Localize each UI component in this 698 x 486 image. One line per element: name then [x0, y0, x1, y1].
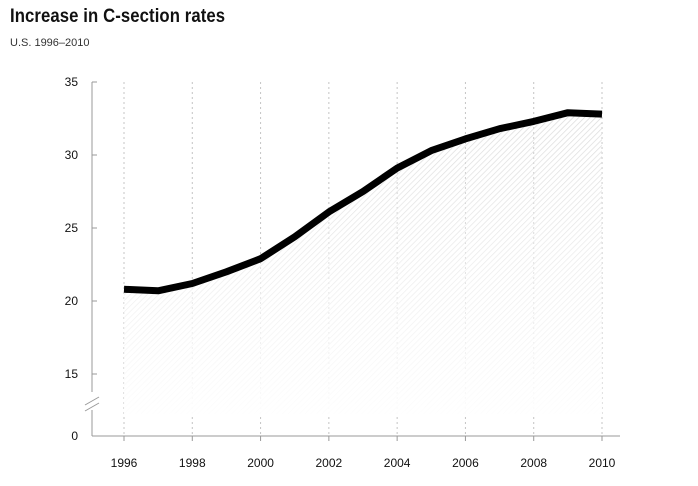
y-tick-label-25: 25: [65, 221, 79, 235]
x-tick-label-2004: 2004: [384, 456, 411, 470]
x-tick-label-2002: 2002: [316, 456, 343, 470]
y-tick-label-0: 0: [71, 429, 78, 443]
y-tick-label-30: 30: [65, 148, 79, 162]
series-line-layer: [123, 109, 603, 295]
x-tick-label-2000: 2000: [247, 456, 274, 470]
axis-break-mark: [84, 402, 100, 412]
x-tick-label-2006: 2006: [452, 456, 479, 470]
x-tick-label-1998: 1998: [179, 456, 206, 470]
axes: [84, 81, 620, 441]
x-tick-label-2010: 2010: [589, 456, 616, 470]
chart-title: Increase in C-section rates: [10, 6, 226, 27]
y-tick-label-35: 35: [65, 75, 79, 89]
y-tick-label-20: 20: [65, 294, 79, 308]
chart-subtitle: U.S. 1996–2010: [10, 37, 90, 49]
area-fade: [124, 112, 602, 414]
x-tick-label-1996: 1996: [111, 456, 138, 470]
tick-labels: 35 30 25 20 15 0 1996 1998 2000 2002 2004 2006 2008 2…: [65, 75, 616, 470]
axis-break-mark: [84, 396, 100, 406]
series-line: [123, 109, 603, 295]
y-tick-label-15: 15: [65, 367, 79, 381]
area-fill: [124, 112, 602, 414]
x-tick-label-2008: 2008: [520, 456, 547, 470]
